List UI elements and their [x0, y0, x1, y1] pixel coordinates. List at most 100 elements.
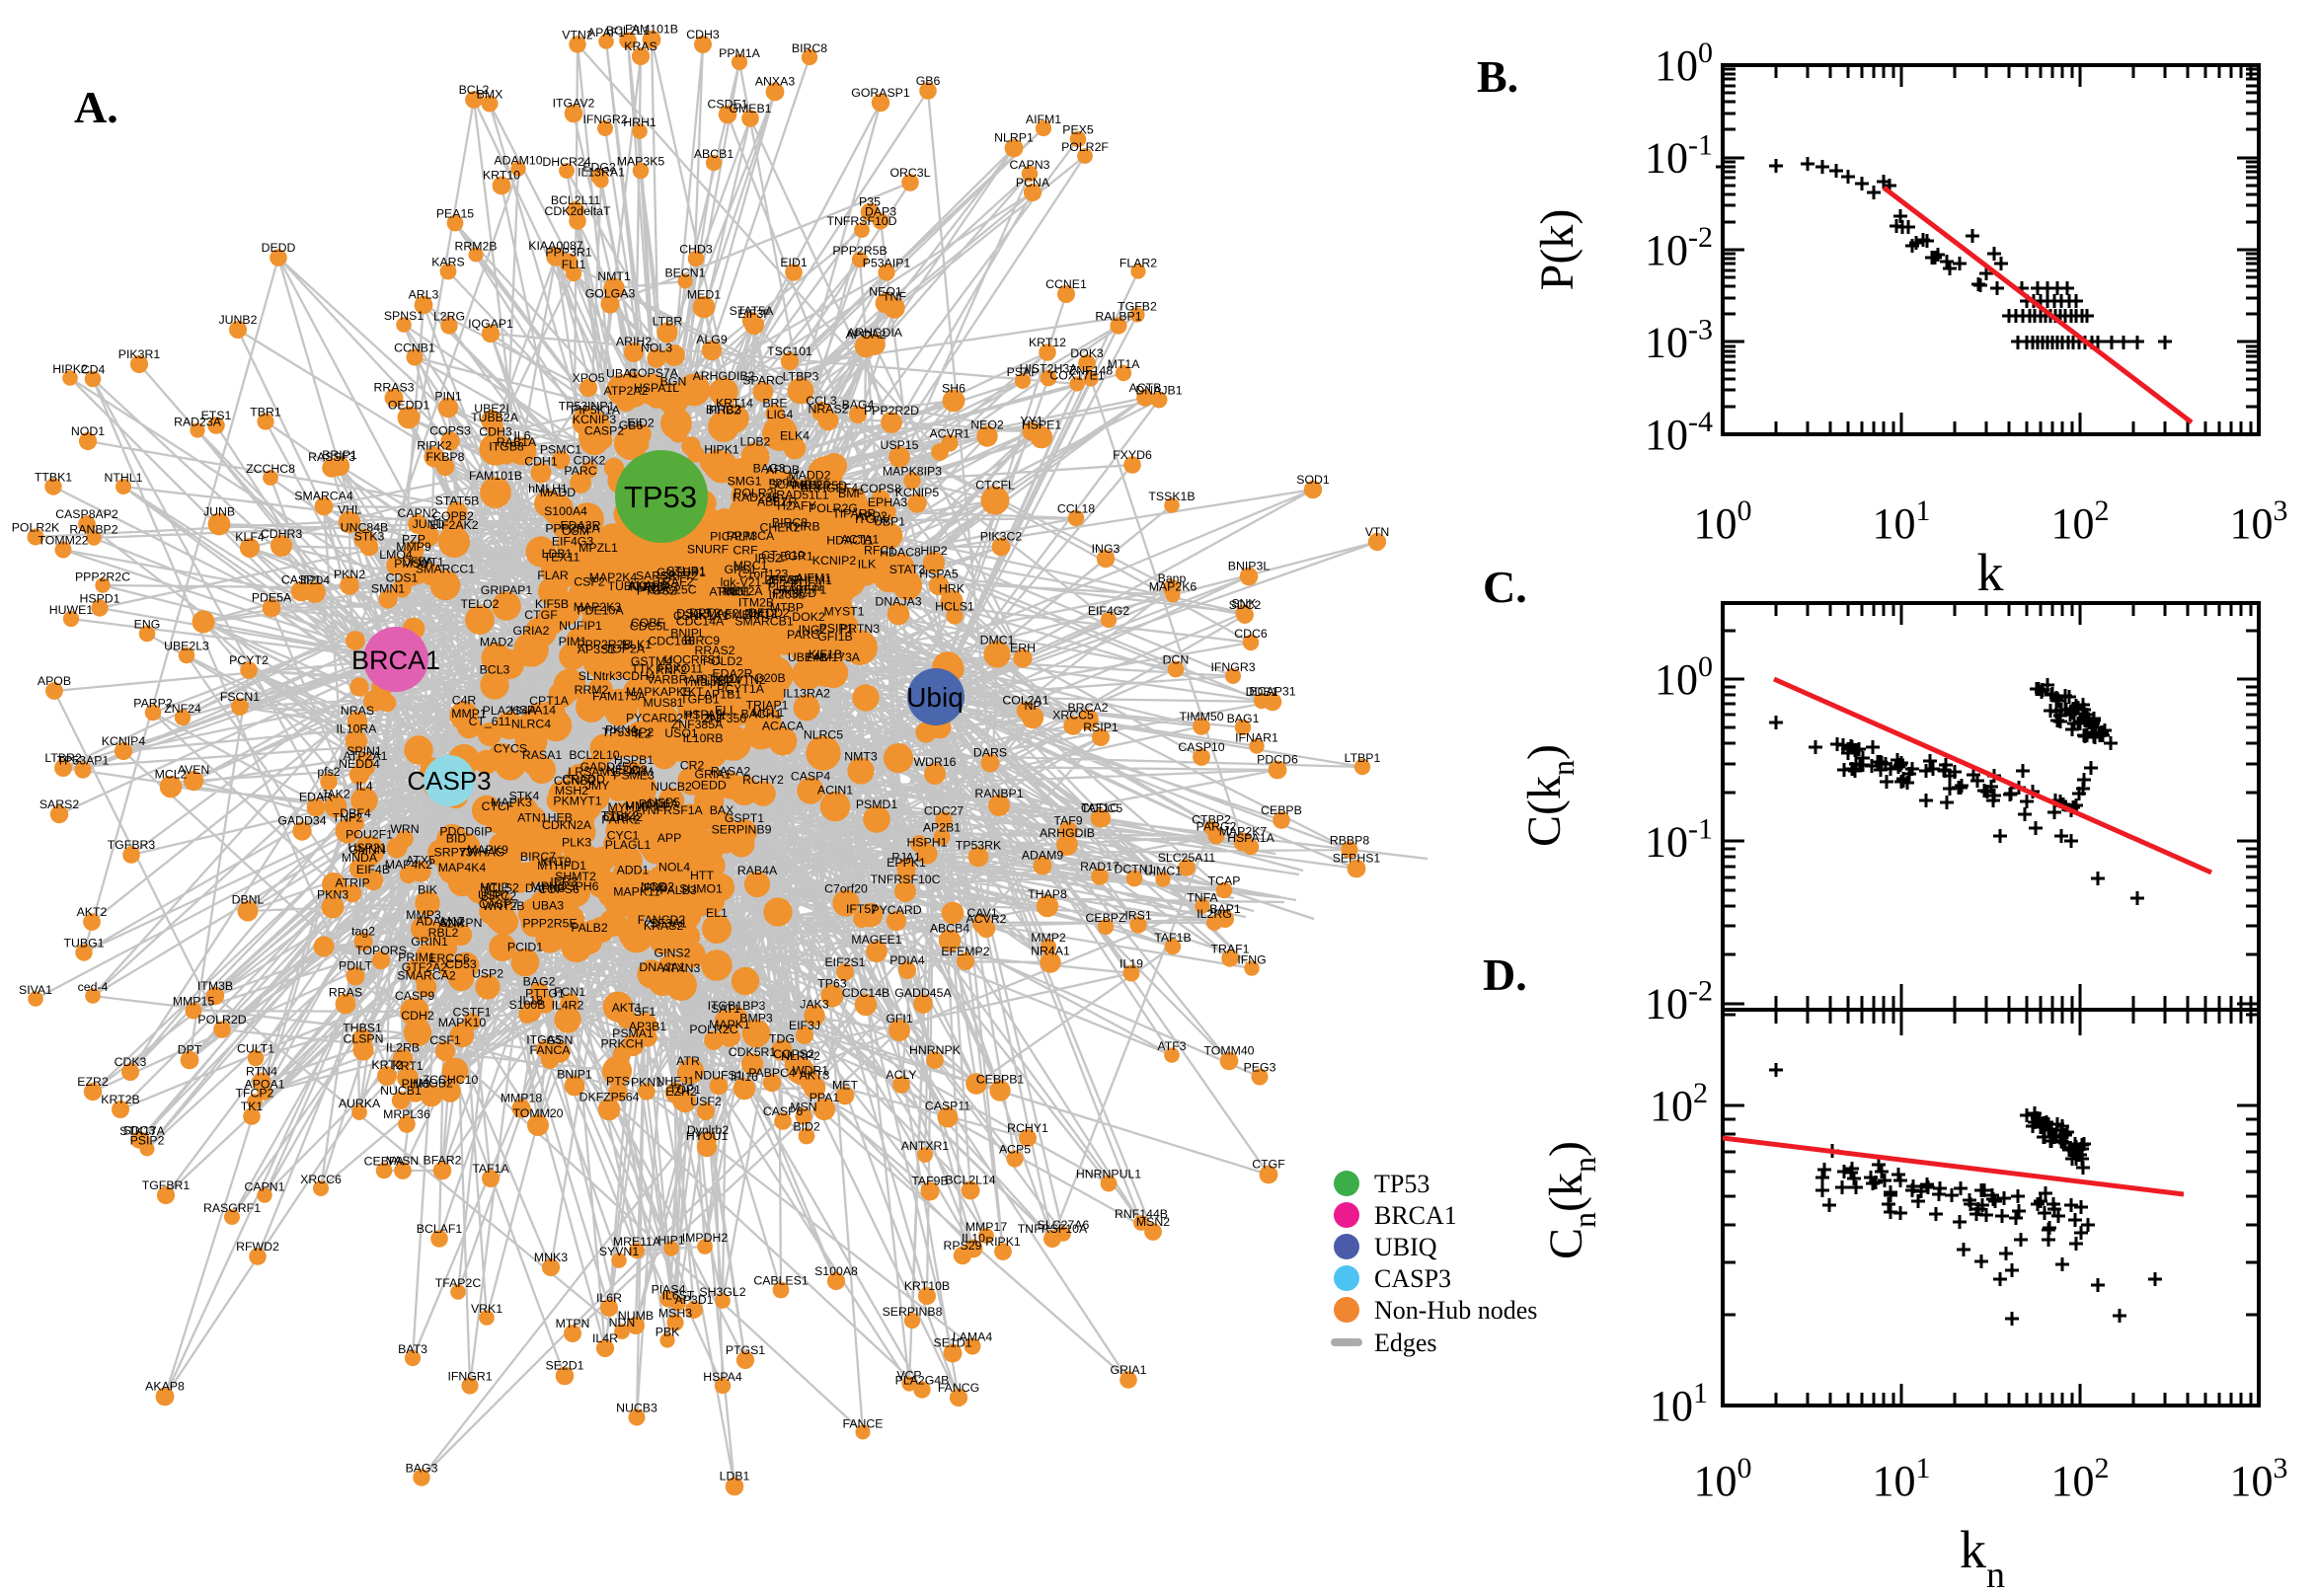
- svg-text:SLNtrk3: SLNtrk3: [579, 669, 623, 683]
- svg-text:PCID1: PCID1: [507, 941, 543, 954]
- svg-text:MNK3: MNK3: [534, 1251, 568, 1264]
- svg-text:MSN: MSN: [790, 1100, 816, 1113]
- svg-text:VARBRAP: VARBRAP: [647, 673, 704, 687]
- svg-text:MAF2L2: MAF2L2: [707, 607, 753, 621]
- svg-text:RCHY2: RCHY2: [742, 773, 784, 787]
- svg-text:CDH4: CDH4: [622, 669, 656, 683]
- svg-text:FSCN1: FSCN1: [220, 690, 260, 704]
- svg-text:BCL2L11: BCL2L11: [551, 193, 601, 207]
- svg-text:MADD2: MADD2: [788, 469, 830, 483]
- svg-text:USP15: USP15: [881, 438, 919, 452]
- svg-text:AVEN: AVEN: [178, 763, 210, 777]
- svg-text:HNRNPK: HNRNPK: [909, 1043, 962, 1057]
- svg-text:IL13RA1: IL13RA1: [578, 165, 625, 179]
- svg-text:UBA1: UBA1: [606, 366, 638, 380]
- svg-text:MAPK3: MAPK3: [491, 796, 532, 809]
- svg-text:ATN1HEB: ATN1HEB: [517, 811, 573, 825]
- svg-text:GADD34: GADD34: [277, 813, 326, 827]
- svg-text:C.: C.: [1483, 562, 1527, 612]
- svg-text:MYH10: MYH10: [607, 800, 648, 814]
- svg-text:IFNGR3: IFNGR3: [1210, 660, 1255, 674]
- svg-text:pfs2: pfs2: [317, 765, 340, 779]
- svg-text:DFFA: DFFA: [402, 555, 433, 569]
- svg-text:MUS81: MUS81: [643, 696, 683, 710]
- svg-text:BAT3: BAT3: [398, 1342, 427, 1356]
- svg-text:HIP2: HIP2: [920, 544, 947, 558]
- svg-text:PIN1: PIN1: [434, 390, 461, 404]
- svg-text:LTBP1: LTBP1: [1345, 751, 1381, 765]
- svg-text:RAD23A: RAD23A: [174, 415, 222, 428]
- svg-text:UIMC1: UIMC1: [1144, 864, 1182, 877]
- svg-text:CDC27: CDC27: [924, 803, 964, 817]
- svg-text:MAP3K5: MAP3K5: [617, 155, 665, 169]
- svg-text:BACH1: BACH1: [740, 708, 781, 722]
- svg-text:VHL: VHL: [338, 503, 361, 517]
- svg-text:ACTB: ACTB: [1129, 381, 1162, 395]
- svg-text:GSTM4: GSTM4: [631, 654, 673, 668]
- svg-text:PRKCH: PRKCH: [600, 1037, 643, 1051]
- svg-text:TGFB1: TGFB1: [680, 692, 720, 706]
- svg-text:KRT10: KRT10: [483, 169, 520, 183]
- svg-text:CEBPA: CEBPA: [364, 1155, 406, 1169]
- svg-text:TUBG1: TUBG1: [608, 579, 649, 593]
- svg-text:ELK4: ELK4: [780, 429, 810, 443]
- svg-text:CTCF: CTCF: [482, 799, 514, 813]
- svg-text:HRH1: HRH1: [623, 115, 656, 129]
- svg-text:EDG2: EDG2: [582, 161, 616, 175]
- svg-text:ILK: ILK: [858, 558, 877, 571]
- svg-text:PTGS1: PTGS1: [726, 1343, 765, 1357]
- svg-text:RASGRF1: RASGRF1: [203, 1201, 261, 1215]
- svg-text:TP53AP1: TP53AP1: [57, 753, 110, 767]
- svg-text:CABLES1: CABLES1: [753, 1274, 809, 1288]
- svg-text:TNFA: TNFA: [1187, 890, 1218, 904]
- svg-text:Ubiq: Ubiq: [906, 682, 964, 713]
- svg-text:PALB3: PALB3: [659, 883, 697, 897]
- svg-text:ITGB1BP3: ITGB1BP3: [708, 999, 766, 1013]
- svg-text:IFT57: IFT57: [846, 902, 878, 916]
- svg-text:TNF: TNF: [883, 289, 906, 303]
- svg-text:CASP4: CASP4: [791, 769, 830, 783]
- svg-text:DSG3: DSG3: [676, 607, 710, 621]
- svg-text:IL10RA: IL10RA: [336, 722, 377, 736]
- svg-text:TEX11: TEX11: [544, 551, 580, 565]
- svg-text:JMY: JMY: [585, 779, 610, 793]
- svg-text:ANTXR1: ANTXR1: [901, 1139, 950, 1153]
- svg-text:ATP2A2: ATP2A2: [604, 384, 649, 398]
- svg-text:MAPK9: MAPK9: [467, 843, 508, 857]
- svg-text:XRCC5: XRCC5: [1052, 708, 1094, 722]
- svg-text:ACP5: ACP5: [999, 1142, 1031, 1156]
- svg-text:IRS1: IRS1: [1124, 908, 1151, 922]
- svg-text:FANCA: FANCA: [530, 1043, 572, 1057]
- svg-text:CASP9: CASP9: [395, 989, 434, 1003]
- svg-text:KRT9: KRT9: [540, 855, 571, 869]
- svg-text:DOK2: DOK2: [792, 610, 825, 624]
- svg-text:hMLH1: hMLH1: [528, 482, 568, 495]
- svg-text:PLAGL1: PLAGL1: [605, 838, 652, 852]
- svg-text:LDB2: LDB2: [740, 434, 771, 448]
- svg-text:IL2: IL2: [634, 726, 651, 740]
- svg-text:EL1: EL1: [706, 906, 728, 920]
- svg-text:WRN: WRN: [390, 822, 419, 836]
- svg-text:BRCA1: BRCA1: [1374, 1201, 1457, 1230]
- svg-text:CASP3: CASP3: [1374, 1264, 1451, 1293]
- svg-text:VTN2: VTN2: [734, 673, 766, 687]
- svg-text:FLAR2: FLAR2: [1119, 256, 1157, 269]
- svg-text:SF1: SF1: [634, 1005, 656, 1019]
- svg-text:103: 103: [2230, 494, 2288, 548]
- svg-text:RRAS: RRAS: [329, 986, 362, 1000]
- svg-text:SYVN1: SYVN1: [599, 1245, 639, 1258]
- svg-text:FANCD2: FANCD2: [638, 913, 686, 927]
- svg-text:A.: A.: [74, 82, 118, 132]
- svg-text:UNC84B: UNC84B: [341, 521, 389, 535]
- svg-text:RAD23B: RAD23B: [733, 491, 780, 504]
- svg-text:MTIP: MTIP: [480, 880, 508, 894]
- svg-text:MNDA: MNDA: [342, 851, 378, 865]
- svg-text:MMP17: MMP17: [965, 1220, 1008, 1234]
- svg-text:KRT1: KRT1: [392, 1059, 423, 1073]
- svg-text:MYST1: MYST1: [824, 604, 865, 618]
- svg-text:PDE10A: PDE10A: [577, 604, 624, 618]
- svg-text:COPS7A: COPS7A: [629, 366, 679, 380]
- svg-text:SMN1: SMN1: [371, 581, 405, 595]
- svg-text:ADAM10: ADAM10: [494, 153, 542, 167]
- svg-text:S100B: S100B: [509, 998, 546, 1012]
